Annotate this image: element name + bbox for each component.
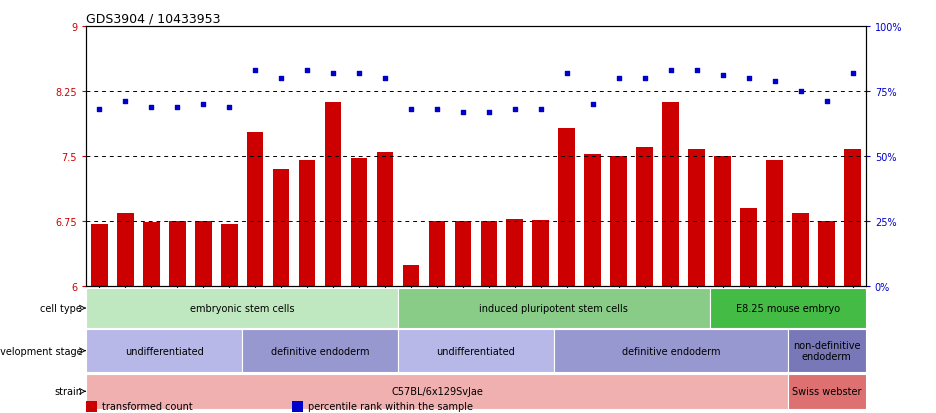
Bar — [398, 329, 554, 373]
Point — [637, 76, 652, 82]
Bar — [455, 222, 472, 287]
Point — [273, 76, 288, 82]
Text: cell type: cell type — [40, 303, 82, 313]
Bar — [688, 150, 706, 287]
Point — [92, 107, 107, 113]
Point — [403, 107, 418, 113]
Bar — [246, 133, 264, 287]
Bar — [299, 161, 315, 287]
Text: undifferentiated: undifferentiated — [436, 346, 516, 356]
Bar — [584, 155, 601, 287]
Bar — [559, 129, 576, 287]
Bar — [818, 222, 835, 287]
Text: strain: strain — [54, 386, 82, 396]
Point — [196, 102, 211, 108]
Point — [690, 68, 705, 74]
Bar — [376, 152, 393, 287]
Bar — [242, 329, 398, 373]
Bar — [86, 329, 242, 373]
Point — [534, 107, 548, 113]
Point — [377, 76, 392, 82]
Point — [456, 109, 471, 116]
Bar — [142, 223, 159, 287]
Point — [352, 70, 367, 77]
Text: transformed count: transformed count — [102, 401, 193, 411]
Point — [430, 107, 445, 113]
Bar — [325, 103, 342, 287]
Bar — [506, 219, 523, 287]
Bar — [714, 157, 731, 287]
Text: undifferentiated: undifferentiated — [124, 346, 203, 356]
Bar — [709, 289, 866, 328]
Bar — [429, 222, 446, 287]
Point — [819, 99, 834, 105]
Point — [611, 76, 626, 82]
Text: GDS3904 / 10433953: GDS3904 / 10433953 — [86, 13, 221, 26]
Text: C57BL/6x129SvJae: C57BL/6x129SvJae — [391, 386, 483, 396]
Bar — [767, 161, 783, 287]
Bar — [168, 222, 185, 287]
Point — [326, 70, 341, 77]
Point — [664, 68, 679, 74]
Bar — [221, 224, 238, 287]
Bar — [398, 289, 709, 328]
Bar — [402, 265, 419, 287]
Bar — [86, 289, 398, 328]
Point — [143, 104, 158, 111]
Bar — [554, 329, 788, 373]
Bar — [740, 209, 757, 287]
Point — [300, 68, 314, 74]
Bar — [788, 374, 866, 409]
Bar — [351, 159, 368, 287]
Bar — [844, 150, 861, 287]
Bar — [636, 148, 653, 287]
Point — [585, 102, 600, 108]
Point — [741, 76, 756, 82]
Point — [247, 68, 262, 74]
Point — [845, 70, 860, 77]
Point — [507, 107, 522, 113]
Text: E8.25 mouse embryo: E8.25 mouse embryo — [736, 303, 840, 313]
Bar — [610, 157, 627, 287]
Text: Swiss webster: Swiss webster — [792, 386, 861, 396]
Bar — [117, 213, 134, 287]
Bar — [91, 224, 108, 287]
Bar — [195, 222, 212, 287]
Point — [560, 70, 575, 77]
Bar — [663, 103, 680, 287]
Point — [118, 99, 133, 105]
Bar — [793, 213, 810, 287]
Text: induced pluripotent stem cells: induced pluripotent stem cells — [479, 303, 628, 313]
Point — [169, 104, 184, 111]
Text: definitive endoderm: definitive endoderm — [622, 346, 720, 356]
Point — [768, 78, 782, 85]
Text: development stage: development stage — [0, 346, 82, 356]
Text: percentile rank within the sample: percentile rank within the sample — [308, 401, 473, 411]
Point — [481, 109, 496, 116]
Point — [794, 88, 809, 95]
Bar — [533, 221, 549, 287]
Point — [715, 73, 730, 80]
Bar — [480, 222, 497, 287]
Text: non-definitive
endoderm: non-definitive endoderm — [793, 340, 860, 362]
Text: definitive endoderm: definitive endoderm — [271, 346, 370, 356]
Text: embryonic stem cells: embryonic stem cells — [190, 303, 294, 313]
Bar — [788, 329, 866, 373]
Bar — [272, 170, 289, 287]
Point — [222, 104, 237, 111]
